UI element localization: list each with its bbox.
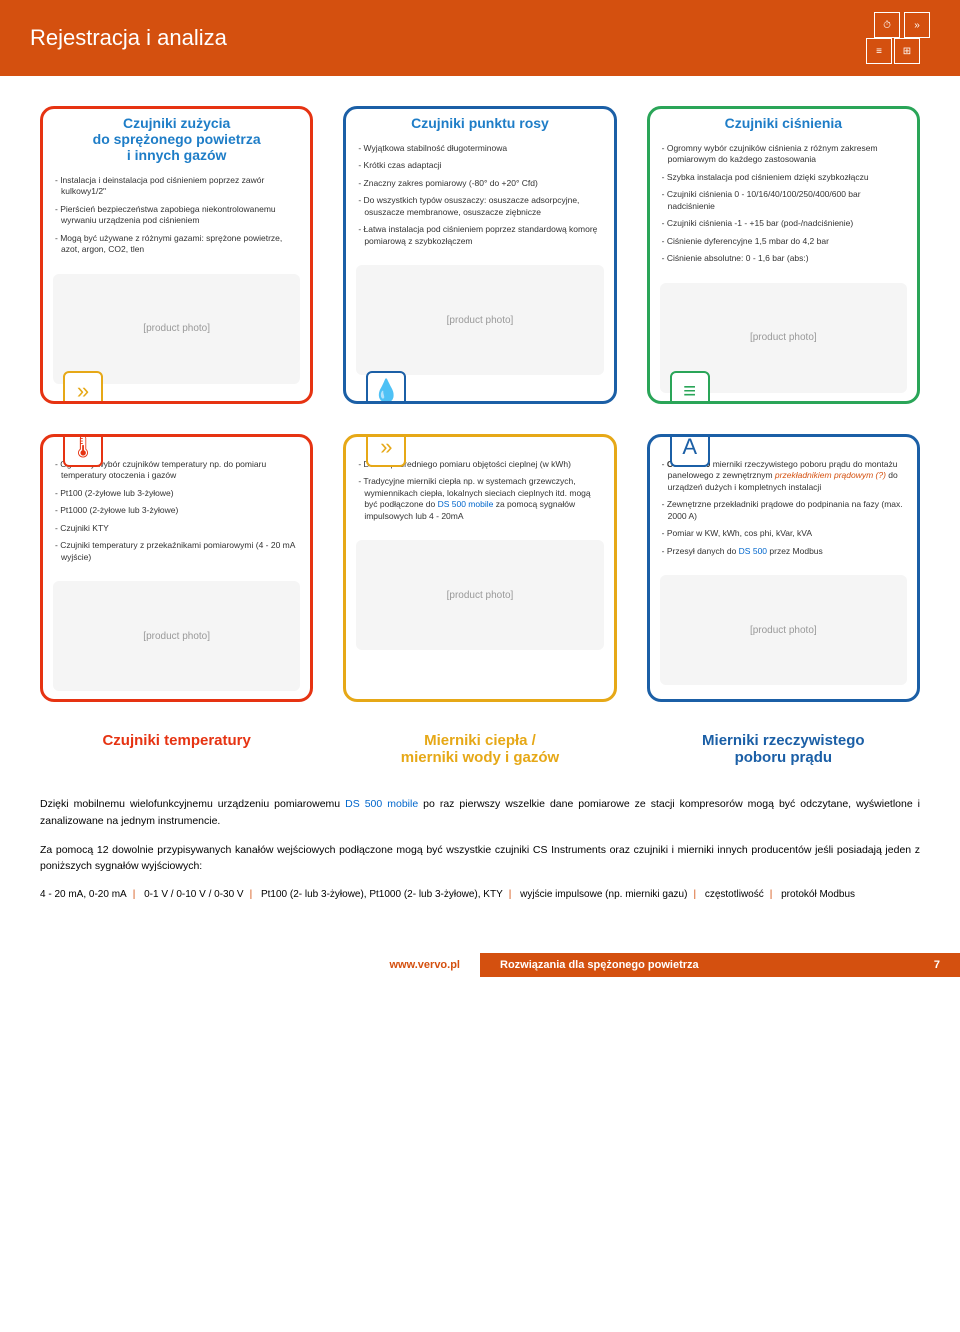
footer-url: www.vervo.pl bbox=[0, 953, 480, 977]
card-icon: 🌡 bbox=[63, 434, 103, 467]
desc-p2: Za pomocą 12 dowolnie przypisywanych kan… bbox=[40, 842, 920, 876]
card-icon: » bbox=[63, 371, 103, 404]
card-bullet: - Szybka instalacja pod ciśnieniem dzięk… bbox=[662, 172, 905, 183]
sensor-card: 🌡- Ogromny wybór czujników temperatury n… bbox=[40, 434, 313, 702]
card-bullet: - Czujniki ciśnienia -1 - +15 bar (pod-/… bbox=[662, 218, 905, 229]
card-bullet: - Czujniki ciśnienia 0 - 10/16/40/100/25… bbox=[662, 189, 905, 212]
card-bullet: - Ciśnienie dyferencyjne 1,5 mbar do 4,2… bbox=[662, 236, 905, 247]
description-text: Dzięki mobilnemu wielofunkcyjnemu urządz… bbox=[40, 796, 920, 903]
card-bottom-title: Mierniki rzeczywistego poboru prądu bbox=[647, 732, 920, 766]
signal-list: 4 - 20 mA, 0-20 mA| 0-1 V / 0-10 V / 0-3… bbox=[40, 887, 920, 903]
sensor-card: Czujniki punktu rosy- Wyjątkowa stabilno… bbox=[343, 106, 616, 404]
card-bullet: - Pomiar w KW, kWh, cos phi, kVar, kVA bbox=[662, 528, 905, 539]
card-title: Czujniki punktu rosy bbox=[346, 109, 613, 139]
card-bullet: - Do wszystkich typów osuszaczy: osuszac… bbox=[358, 195, 601, 218]
bottom-titles: Czujniki temperatury Mierniki ciepła / mi… bbox=[40, 732, 920, 766]
header-icon-cluster: ⏱»≡⊞ bbox=[866, 12, 930, 64]
card-icon: » bbox=[366, 434, 406, 467]
desc-p1-pre: Dzięki mobilnemu wielofunkcyjnemu urządz… bbox=[40, 798, 345, 810]
card-bullet: - Łatwa instalacja pod ciśnieniem poprze… bbox=[358, 224, 601, 247]
card-bullet: - Przesył danych do DS 500 przez Modbus bbox=[662, 546, 905, 557]
bottom-card-row: 🌡- Ogromny wybór czujników temperatury n… bbox=[40, 434, 920, 702]
card-bullet: - Instalacja i deinstalacja pod ciśnieni… bbox=[55, 175, 298, 198]
page-header: Rejestracja i analiza ⏱»≡⊞ bbox=[0, 0, 960, 76]
desc-p1-highlight: DS 500 mobile bbox=[345, 798, 418, 810]
sensor-card: Czujniki zużycia do sprężonego powietrza… bbox=[40, 106, 313, 404]
card-bullet-list: - Ogromny wybór czujników temperatury np… bbox=[43, 455, 310, 577]
product-image: [product photo] bbox=[53, 274, 300, 384]
card-bullet: - Pt1000 (2-żyłowe lub 3-żyłowe) bbox=[55, 505, 298, 516]
product-image: [product photo] bbox=[356, 265, 603, 375]
footer-page-number: 7 bbox=[934, 959, 940, 971]
card-bullet-list: - Do bezpośredniego pomiaru objętości ci… bbox=[346, 455, 613, 536]
card-title: Czujniki zużycia do sprężonego powietrza… bbox=[43, 109, 310, 171]
page-title: Rejestracja i analiza bbox=[30, 25, 227, 51]
card-bullet-list: - CS PM 710 mierniki rzeczywistego pobor… bbox=[650, 455, 917, 571]
card-bottom-title: Czujniki temperatury bbox=[40, 732, 313, 766]
card-icon: A bbox=[670, 434, 710, 467]
product-image: [product photo] bbox=[53, 581, 300, 691]
card-bullet-list: - Ogromny wybór czujników ciśnienia z ró… bbox=[650, 139, 917, 279]
signal-item: protokół Modbus bbox=[781, 889, 855, 900]
card-title: Czujniki ciśnienia bbox=[650, 109, 917, 139]
signal-item: Pt100 (2- lub 3-żyłowe), Pt1000 (2- lub … bbox=[261, 889, 503, 900]
card-bullet: - Pierścień bezpieczeństwa zapobiega nie… bbox=[55, 204, 298, 227]
top-card-row: Czujniki zużycia do sprężonego powietrza… bbox=[40, 106, 920, 404]
card-icon: ≡ bbox=[670, 371, 710, 404]
signal-item: 4 - 20 mA, 0-20 mA bbox=[40, 889, 127, 900]
card-bullet: - Czujniki KTY bbox=[55, 523, 298, 534]
card-bullet-list: - Wyjątkowa stabilność długoterminowa - K… bbox=[346, 139, 613, 261]
signal-item: wyjście impulsowe (np. mierniki gazu) bbox=[520, 889, 687, 900]
card-icon: 💧 bbox=[366, 371, 406, 404]
page-footer: www.vervo.pl Rozwiązania dla spężonego p… bbox=[0, 953, 960, 977]
card-bullet: - Ogromny wybór czujników ciśnienia z ró… bbox=[662, 143, 905, 166]
card-bullet: - Mogą być używane z różnymi gazami: spr… bbox=[55, 233, 298, 256]
card-bullet-list: - Instalacja i deinstalacja pod ciśnieni… bbox=[43, 171, 310, 270]
card-bullet: - Krótki czas adaptacji bbox=[358, 160, 601, 171]
card-bullet: - Czujniki temperatury z przekaźnikami p… bbox=[55, 540, 298, 563]
card-bullet: - Zewnętrzne przekładniki prądowe do pod… bbox=[662, 499, 905, 522]
card-bullet: - Pt100 (2-żyłowe lub 3-żyłowe) bbox=[55, 488, 298, 499]
sensor-card: »- Do bezpośredniego pomiaru objętości c… bbox=[343, 434, 616, 702]
signal-item: częstotliwość bbox=[705, 889, 764, 900]
card-bullet: - Tradycyjne mierniki ciepła np. w syste… bbox=[358, 476, 601, 522]
card-bullet: - Znaczny zakres pomiarowy (-80° do +20°… bbox=[358, 178, 601, 189]
product-image: [product photo] bbox=[356, 540, 603, 650]
card-bullet: - Ciśnienie absolutne: 0 - 1,6 bar (abs:… bbox=[662, 253, 905, 264]
card-bullet: - Wyjątkowa stabilność długoterminowa bbox=[358, 143, 601, 154]
sensor-card: A- CS PM 710 mierniki rzeczywistego pobo… bbox=[647, 434, 920, 702]
card-bottom-title: Mierniki ciepła / mierniki wody i gazów bbox=[343, 732, 616, 766]
signal-item: 0-1 V / 0-10 V / 0-30 V bbox=[144, 889, 244, 900]
footer-tagline: Rozwiązania dla spężonego powietrza bbox=[500, 959, 699, 971]
sensor-card: Czujniki ciśnienia - Ogromny wybór czujni… bbox=[647, 106, 920, 404]
product-image: [product photo] bbox=[660, 575, 907, 685]
